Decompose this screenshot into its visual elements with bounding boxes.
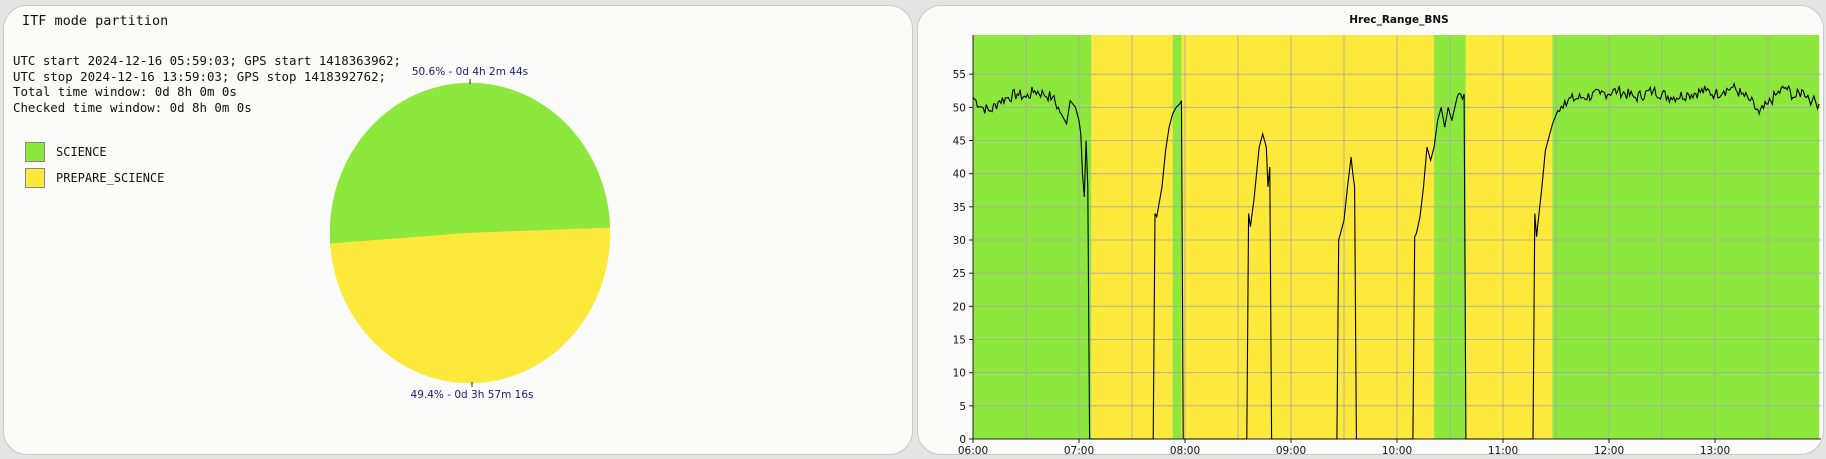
x-tick-label: 11:00 xyxy=(1488,445,1518,454)
mode-band-prepare-science xyxy=(1465,35,1553,439)
range-series-line xyxy=(972,81,1820,440)
y-tick-label: 15 xyxy=(953,335,966,347)
mode-band-science xyxy=(1552,35,1820,439)
chart-title: Hrec_Range_BNS xyxy=(1349,14,1448,26)
utc-stop-line: UTC stop 2024-12-16 13:59:03; GPS stop 1… xyxy=(13,68,386,84)
total-window-line: Total time window: 0d 8h 0m 0s xyxy=(13,84,237,99)
hrec-range-chart: Hrec_Range_BNS 0 5 10 15 20 25 30 35 40 45 50 55 06:0… xyxy=(953,14,1821,454)
y-tick-label: 45 xyxy=(953,136,966,148)
y-tick-label: 20 xyxy=(953,301,966,313)
x-tick-label: 13:00 xyxy=(1700,445,1730,454)
mode-band-science xyxy=(1172,35,1182,439)
x-tick-label: 07:00 xyxy=(1064,445,1094,454)
pie-slice-science xyxy=(329,82,611,245)
pie-chart: 50.6% - 0d 4h 2m 44s 49.4% - 0d 3h 57m 16… xyxy=(329,66,611,401)
y-tick-label: 0 xyxy=(959,434,966,446)
pie-slice-prepare-science xyxy=(330,227,611,384)
y-tick-label: 35 xyxy=(953,202,966,214)
range-chart-panel: Hrec_Range_BNS 0 5 10 15 20 25 30 35 40 45 50 55 06:0… xyxy=(917,5,1824,455)
y-tick-label: 30 xyxy=(953,235,966,247)
x-tick-label: 12:00 xyxy=(1594,445,1624,454)
x-tick-label: 09:00 xyxy=(1276,445,1306,454)
y-tick-label: 10 xyxy=(953,368,966,380)
pie-slice-label: 50.6% - 0d 4h 2m 44s xyxy=(412,66,528,78)
pie-slice-label: 49.4% - 0d 3h 57m 16s xyxy=(411,389,534,401)
legend-label-science: SCIENCE xyxy=(56,145,107,159)
y-tick-label: 50 xyxy=(953,102,966,114)
x-tick-label: 06:00 xyxy=(958,445,988,454)
y-tick-label: 40 xyxy=(953,169,966,181)
y-tick-label: 55 xyxy=(953,69,966,81)
y-tick-label: 5 xyxy=(959,401,966,413)
x-tick-label: 08:00 xyxy=(1170,445,1200,454)
mode-band-prepare-science xyxy=(1181,35,1435,439)
legend-label-prepare-science: PREPARE_SCIENCE xyxy=(56,171,165,185)
x-tick-label: 10:00 xyxy=(1382,445,1412,454)
mode-band-science xyxy=(973,35,1092,439)
mode-partition-panel: ITF mode partition UTC start 2024-12-16 … xyxy=(3,5,913,455)
panel-title: ITF mode partition xyxy=(22,13,169,29)
utc-start-line: UTC start 2024-12-16 05:59:03; GPS start… xyxy=(13,53,401,68)
time-window-info: UTC start 2024-12-16 05:59:03; GPS start… xyxy=(13,53,401,115)
legend-swatch-prepare-science xyxy=(25,168,45,188)
y-tick-label: 25 xyxy=(953,268,966,280)
checked-window-line: Checked time window: 0d 8h 0m 0s xyxy=(13,99,252,115)
legend-swatch-science xyxy=(25,142,45,162)
